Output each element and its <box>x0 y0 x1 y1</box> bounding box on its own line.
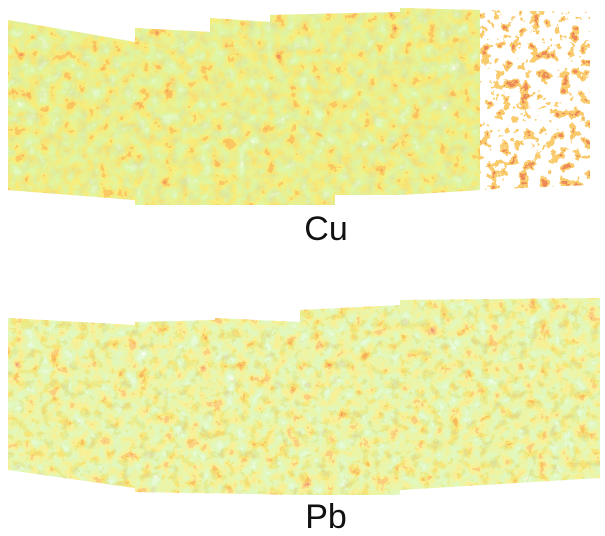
cu-map <box>0 0 605 260</box>
panel-label: Pb <box>305 498 347 536</box>
figure: Cu Pb <box>0 0 605 536</box>
panel-label: Cu <box>304 210 347 248</box>
pb-map <box>0 280 605 510</box>
